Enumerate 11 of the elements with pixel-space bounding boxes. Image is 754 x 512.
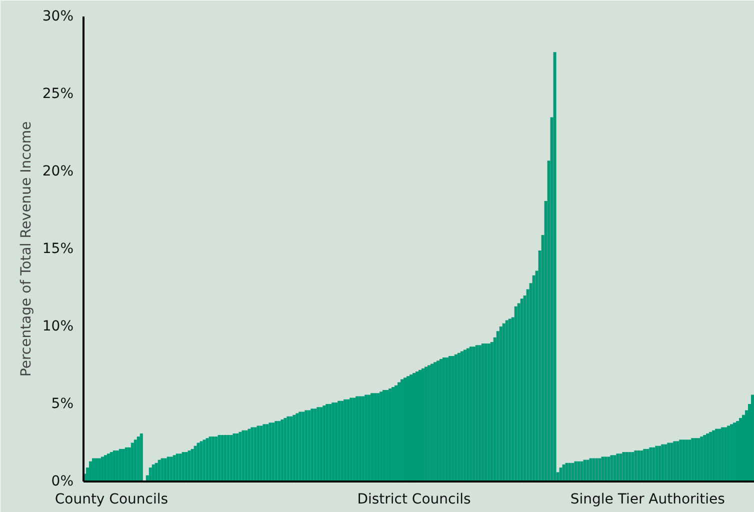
y-tick-label: 30% — [42, 8, 74, 24]
y-tick-label: 5% — [51, 396, 74, 412]
y-axis-title: Percentage of Total Revenue Income — [18, 121, 34, 377]
x-tick-label: Single Tier Authorities — [570, 492, 725, 508]
x-tick-label: County Councils — [54, 492, 168, 508]
y-tick-label: 15% — [42, 241, 74, 257]
x-tick-label: District Councils — [357, 492, 471, 508]
y-tick-label: 0% — [51, 474, 74, 490]
y-tick-label: 20% — [42, 164, 74, 180]
y-tick-label: 25% — [42, 86, 74, 102]
y-tick-label: 10% — [42, 318, 74, 334]
